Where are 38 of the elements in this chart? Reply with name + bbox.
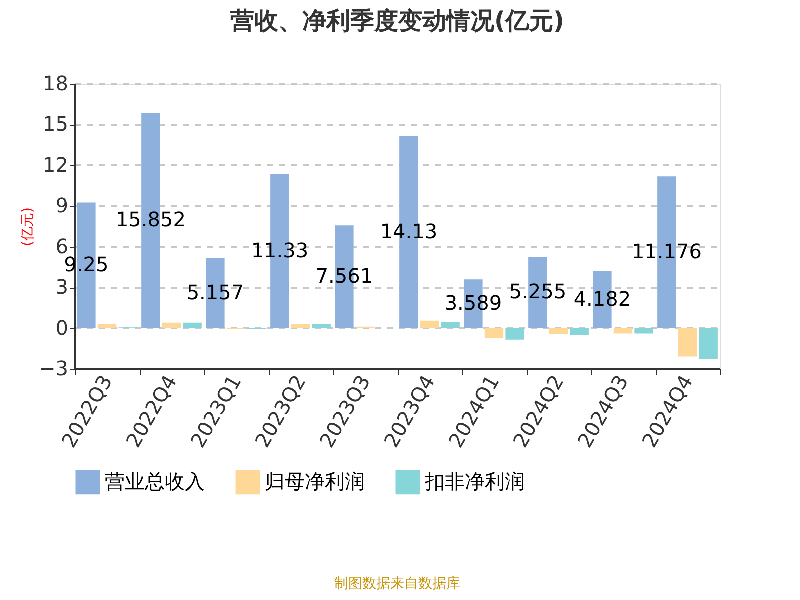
text: 制图数据来自数据库: [334, 576, 460, 592]
y-tick-label: 15: [43, 112, 68, 136]
bar: [420, 320, 440, 328]
data-label: 14.13: [380, 219, 438, 244]
y-axis-title: (亿元): [20, 208, 36, 246]
bar: [614, 328, 633, 334]
data-label: 11.33: [251, 238, 309, 262]
bar: [570, 328, 589, 336]
data-label: 5.157: [186, 280, 244, 304]
y-tick-label: 0: [56, 316, 68, 340]
bar: [162, 322, 182, 328]
data-label: 7.561: [316, 264, 374, 288]
legend-label: 归母净利润: [265, 469, 365, 494]
data-label: 4.182: [574, 286, 632, 311]
bar: [634, 328, 654, 334]
y-tick-label: 12: [43, 152, 68, 177]
bar: [291, 324, 310, 328]
legend-label: 营业总收入: [105, 469, 205, 494]
bar: [441, 322, 460, 328]
data-label: 5.255: [509, 280, 567, 304]
bar: [549, 328, 568, 334]
y-tick-label: 18: [43, 72, 68, 96]
bar: [699, 328, 718, 360]
bar: [678, 328, 698, 357]
data-label: 15.852: [116, 208, 186, 232]
chart-title: 营收、净利季度变动情况(亿元): [230, 7, 564, 35]
y-tick-label: −3: [39, 356, 68, 380]
bar: [98, 324, 117, 328]
data-label: 11.176: [632, 239, 702, 264]
bar: [312, 324, 331, 328]
bar: [484, 328, 504, 338]
legend-label: 扣非净利润: [424, 469, 525, 494]
data-label: 3.589: [444, 290, 502, 315]
y-tick-label: 9: [56, 194, 68, 218]
bar: [506, 328, 524, 340]
bar: [183, 322, 202, 328]
y-tick-label: 6: [56, 234, 68, 258]
y-tick-label: 3: [56, 275, 68, 300]
